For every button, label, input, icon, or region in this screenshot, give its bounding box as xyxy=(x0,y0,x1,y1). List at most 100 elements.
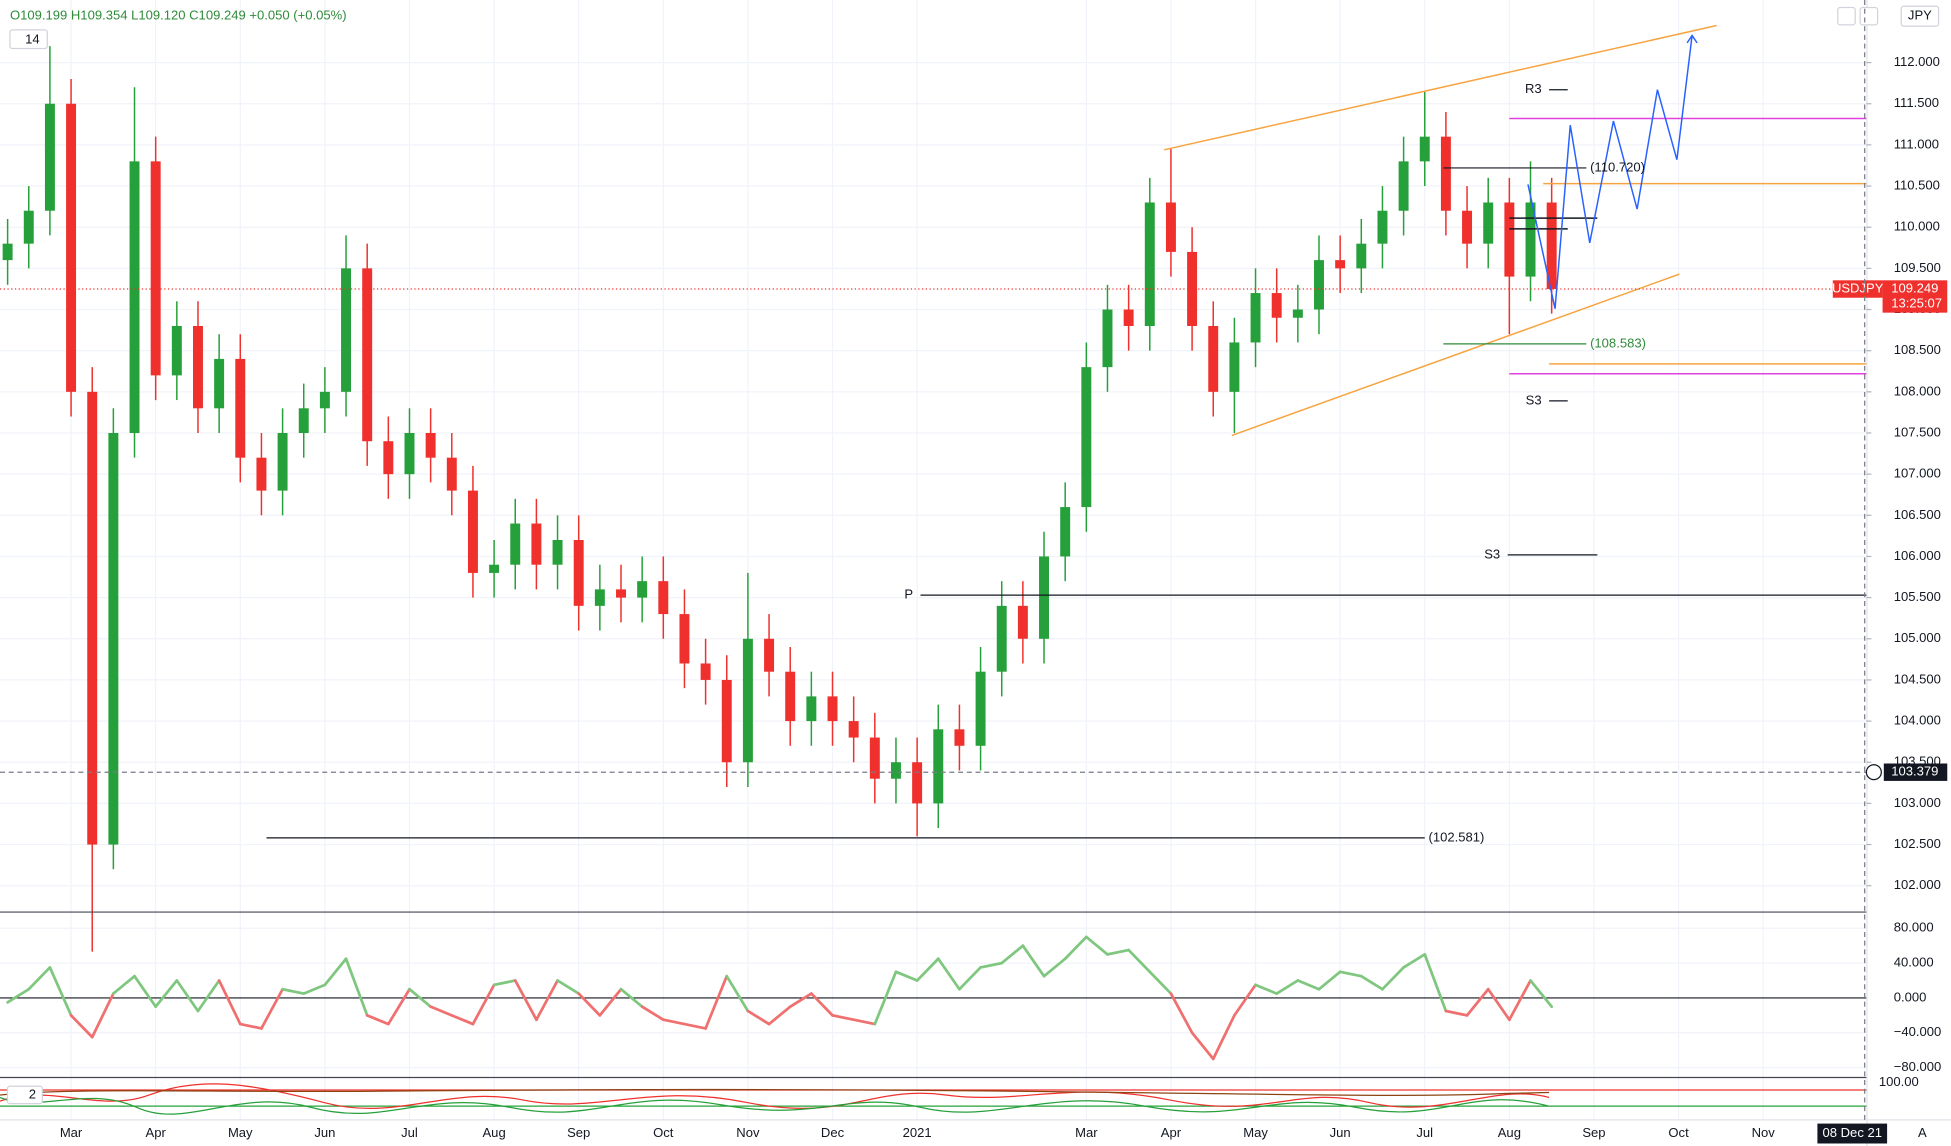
trend-line xyxy=(1164,24,1717,151)
marks xyxy=(0,24,1867,1061)
oscillator-segment xyxy=(429,1005,454,1017)
candle-body xyxy=(1060,507,1071,557)
candle-body xyxy=(933,729,944,804)
x-tick-label: Dec xyxy=(821,1125,845,1140)
candle-body xyxy=(1165,202,1176,252)
oscillator-segment xyxy=(1423,953,1448,1013)
y-tick-label: 110.500 xyxy=(1894,178,1940,193)
pivot-label: P xyxy=(904,587,913,602)
oscillator-segment xyxy=(69,1013,94,1039)
oscillator-segment xyxy=(1148,970,1173,995)
x-tick-label: 2021 xyxy=(903,1125,932,1140)
candle-body xyxy=(1039,556,1050,639)
candle-body xyxy=(679,614,690,664)
x-tick-label: Mar xyxy=(60,1125,83,1140)
oscillator-segment xyxy=(133,974,158,1009)
oscillator-segment xyxy=(1275,979,1300,995)
projection-path xyxy=(1527,35,1693,309)
oscillator-segment xyxy=(852,1018,877,1026)
y-tick-label: −80.000 xyxy=(1894,1059,1942,1074)
candle-body xyxy=(721,679,732,763)
y-tick-label: 107.000 xyxy=(1894,466,1941,481)
indicator-length: 14 xyxy=(25,31,40,46)
y-tick-label: 107.500 xyxy=(1894,424,1941,439)
y-tick-label: 0.000 xyxy=(1894,989,1927,1004)
y-tick-label: 106.000 xyxy=(1894,548,1941,563)
candle-body xyxy=(23,210,34,244)
indicator-line xyxy=(0,1088,1550,1096)
oscillator-segment xyxy=(1254,983,1279,995)
oscillator-segment xyxy=(175,979,200,1013)
price-level-label: (102.581) xyxy=(1428,829,1484,844)
candle-body xyxy=(256,457,267,491)
symbol-label: USDJPY xyxy=(1832,280,1884,295)
candle-body xyxy=(975,671,986,746)
candle-body xyxy=(531,523,542,565)
oscillator-segment xyxy=(6,987,31,1004)
candle-body xyxy=(1314,260,1324,310)
countdown-label: 13:25:07 xyxy=(1891,295,1942,310)
candle-body xyxy=(594,589,605,606)
candle-body xyxy=(1102,309,1113,368)
candle-body xyxy=(1525,202,1536,277)
oscillator-segment xyxy=(1063,935,1088,961)
oscillator-segment xyxy=(1211,1013,1236,1061)
oscillator-segment xyxy=(619,987,644,1009)
candle-body xyxy=(954,729,965,746)
candle-body xyxy=(1462,210,1473,244)
candle-body xyxy=(848,721,859,738)
oscillator-segment xyxy=(831,1013,856,1022)
oscillator-segment xyxy=(1233,983,1257,1017)
lower-indicator xyxy=(0,1083,1867,1115)
x-tick-label: Mar xyxy=(1075,1125,1098,1140)
crosshair-date-label: 08 Dec 21 xyxy=(1823,1125,1882,1140)
oscillator-segment xyxy=(217,979,242,1026)
price-level-label: (108.583) xyxy=(1590,335,1646,350)
candle-body xyxy=(637,581,648,598)
x-tick-label: Apr xyxy=(1161,1125,1182,1140)
indicator-line xyxy=(0,1096,1550,1115)
candle-body xyxy=(277,432,288,491)
x-tick-label: Aug xyxy=(1498,1125,1521,1140)
candle-body xyxy=(912,762,923,804)
pivot-label: R3 xyxy=(1525,81,1542,96)
oscillator-segment xyxy=(386,987,411,1026)
oscillator-segment xyxy=(344,957,369,1017)
candle-body xyxy=(1440,136,1451,211)
oscillator-segment xyxy=(535,979,559,1022)
oscillator-segment xyxy=(302,983,327,995)
oscillator-segment xyxy=(1296,979,1321,991)
candle-body xyxy=(1123,309,1134,326)
oscillator-segment xyxy=(323,957,348,987)
oscillator-segment xyxy=(936,957,961,991)
candle-body xyxy=(108,432,119,845)
candle-body xyxy=(298,408,309,433)
ohlc-legend: O109.199 H109.354 L109.120 C109.249 +0.0… xyxy=(10,8,347,23)
candle-body xyxy=(1187,251,1198,326)
candle-body xyxy=(1271,293,1282,318)
candle-body xyxy=(1335,260,1346,269)
candle-body xyxy=(742,638,753,763)
oscillator-segment xyxy=(725,974,750,1013)
candle-body xyxy=(66,103,77,392)
price-badge xyxy=(1882,280,1948,313)
scale-mode[interactable]: A xyxy=(1918,1125,1927,1140)
y-tick-label: 111.000 xyxy=(1894,136,1939,151)
y-tick-label: 108.500 xyxy=(1894,342,1941,357)
candle-body xyxy=(573,540,584,606)
scroll-button[interactable] xyxy=(1837,6,1856,26)
oscillator-segment xyxy=(1190,1031,1215,1061)
y-tick-label: 103.000 xyxy=(1894,795,1941,810)
candle-body xyxy=(1292,309,1303,318)
maximize-button[interactable] xyxy=(1859,6,1879,26)
candle-body xyxy=(1208,325,1219,392)
oscillator-segment xyxy=(958,966,982,991)
indicator-badge[interactable] xyxy=(6,1085,43,1105)
candle-body xyxy=(425,432,436,458)
indicator-badge[interactable] xyxy=(9,29,48,50)
currency-button[interactable] xyxy=(1900,5,1940,27)
candle-body xyxy=(87,391,98,845)
candle-body xyxy=(489,564,500,573)
price-level-label: (110.720) xyxy=(1590,159,1645,174)
x-tick-label: Jun xyxy=(1330,1125,1351,1140)
